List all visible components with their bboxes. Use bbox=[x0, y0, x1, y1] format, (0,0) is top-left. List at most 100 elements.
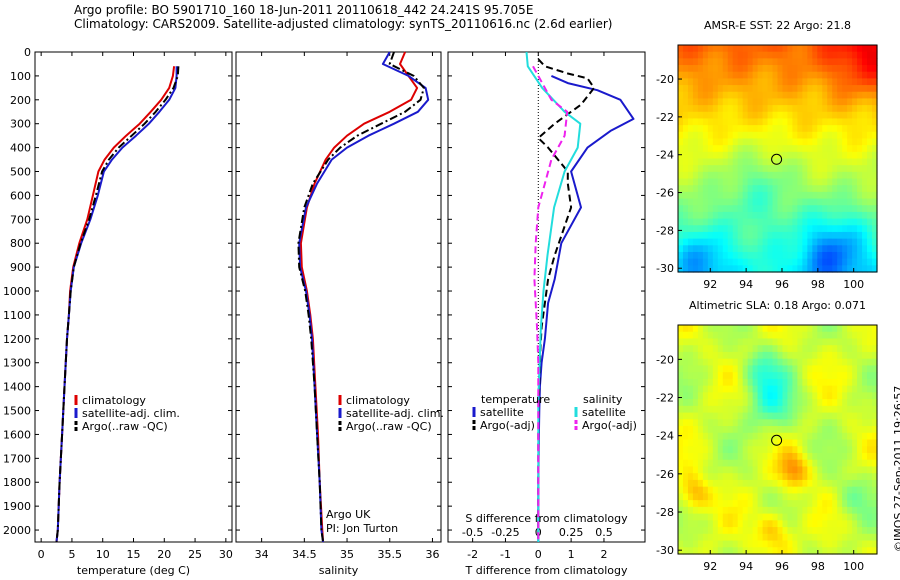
heatmap-cell bbox=[772, 432, 779, 441]
pi-label: PI: Jon Turton bbox=[326, 522, 398, 535]
heatmap-cell bbox=[807, 331, 813, 340]
heatmap-cell bbox=[717, 138, 724, 146]
heatmap-cell bbox=[837, 265, 843, 273]
heatmap-cell bbox=[832, 78, 838, 86]
heatmap-cell bbox=[707, 412, 714, 420]
heatmap-cell bbox=[817, 405, 823, 414]
heatmap-cell bbox=[712, 459, 719, 468]
heatmap-cell bbox=[702, 466, 709, 474]
heatmap-cell bbox=[767, 158, 774, 166]
heatmap-cell bbox=[757, 171, 764, 180]
heatmap-cell bbox=[752, 145, 759, 153]
y-tick-label: 1700 bbox=[3, 452, 31, 465]
heatmap-cell bbox=[742, 211, 749, 220]
temperature-legend-label: satellite-adj. clim. bbox=[82, 407, 180, 420]
heatmap-cell bbox=[777, 345, 784, 353]
heatmap-cell bbox=[847, 58, 853, 66]
heatmap-cell bbox=[867, 547, 873, 555]
heatmap-cell bbox=[762, 486, 769, 494]
heatmap-cell bbox=[772, 98, 779, 106]
heatmap-cell bbox=[687, 111, 694, 120]
heatmap-cell bbox=[862, 358, 868, 367]
heatmap-cell bbox=[717, 85, 724, 93]
heatmap-cell bbox=[822, 91, 828, 100]
heatmap-cell bbox=[727, 513, 734, 521]
heatmap-cell bbox=[687, 432, 694, 441]
heatmap-cell bbox=[712, 131, 719, 140]
heatmap-cell bbox=[702, 452, 709, 461]
heatmap-cell bbox=[782, 238, 789, 246]
heatmap-cell bbox=[832, 473, 838, 481]
heatmap-cell bbox=[752, 372, 759, 380]
heatmap-cell bbox=[727, 51, 734, 59]
heatmap-cell bbox=[802, 338, 808, 346]
heatmap-cell bbox=[762, 258, 769, 266]
heatmap-cell bbox=[702, 345, 709, 353]
heatmap-cell bbox=[787, 338, 794, 346]
heatmap-cell bbox=[767, 345, 774, 353]
heatmap-cell bbox=[777, 118, 784, 126]
heatmap-cell bbox=[732, 145, 739, 153]
heatmap-cell bbox=[757, 125, 764, 133]
heatmap-cell bbox=[687, 145, 694, 153]
heatmap-cell bbox=[827, 71, 833, 79]
heatmap-cell bbox=[822, 198, 828, 206]
heatmap-cell bbox=[787, 506, 794, 515]
heatmap-cell bbox=[867, 513, 873, 521]
heatmap-cell bbox=[682, 331, 689, 340]
heatmap-cell bbox=[737, 151, 744, 160]
heatmap-cell bbox=[867, 378, 873, 387]
heatmap-cell bbox=[827, 419, 833, 427]
heatmap-cell bbox=[842, 540, 848, 548]
heatmap-cell bbox=[817, 211, 823, 220]
heatmap-cell bbox=[872, 412, 878, 420]
heatmap-cell bbox=[772, 185, 779, 193]
heatmap-cell bbox=[807, 365, 813, 373]
heatmap-cell bbox=[687, 439, 694, 447]
heatmap-cell bbox=[732, 452, 739, 461]
heatmap-cell bbox=[862, 111, 868, 120]
heatmap-cell bbox=[678, 432, 684, 441]
heatmap-cell bbox=[792, 245, 798, 253]
heatmap-cell bbox=[782, 78, 789, 86]
heatmap-cell bbox=[692, 351, 699, 360]
heatmap-cell bbox=[717, 65, 724, 73]
heatmap-cell bbox=[707, 125, 714, 133]
heatmap-cell bbox=[817, 432, 823, 441]
heatmap-cell bbox=[872, 358, 878, 367]
heatmap-cell bbox=[842, 231, 848, 240]
heatmap-cell bbox=[802, 98, 808, 106]
heatmap-cell bbox=[817, 178, 823, 186]
heatmap-cell bbox=[692, 58, 699, 66]
heatmap-cell bbox=[752, 459, 759, 468]
heatmap-cell bbox=[772, 211, 779, 220]
heatmap-cell bbox=[797, 171, 803, 180]
heatmap-cell bbox=[772, 165, 779, 173]
x-tick-label: 96 bbox=[775, 560, 789, 573]
heatmap-cell bbox=[787, 345, 794, 353]
heatmap-cell bbox=[747, 513, 754, 521]
heatmap-cell bbox=[712, 399, 719, 407]
heatmap-cell bbox=[722, 231, 729, 240]
heatmap-cell bbox=[697, 439, 704, 447]
heatmap-cell bbox=[712, 65, 719, 73]
heatmap-cell bbox=[852, 251, 858, 260]
heatmap-cell bbox=[692, 385, 699, 393]
heatmap-cell bbox=[832, 399, 838, 407]
heatmap-cell bbox=[797, 446, 803, 454]
heatmap-cell bbox=[727, 506, 734, 515]
heatmap-cell bbox=[782, 358, 789, 367]
heatmap-cell bbox=[737, 258, 744, 266]
heatmap-cell bbox=[802, 399, 808, 407]
heatmap-cell bbox=[707, 432, 714, 441]
heatmap-cell bbox=[707, 527, 714, 535]
heatmap-cell bbox=[847, 540, 853, 548]
heatmap-cell bbox=[842, 392, 848, 400]
heatmap-cell bbox=[787, 385, 794, 393]
heatmap-cell bbox=[712, 345, 719, 353]
heatmap-cell bbox=[692, 171, 699, 180]
heatmap-cell bbox=[852, 158, 858, 166]
heatmap-cell bbox=[697, 125, 704, 133]
heatmap-cell bbox=[762, 145, 769, 153]
heatmap-cell bbox=[802, 158, 808, 166]
